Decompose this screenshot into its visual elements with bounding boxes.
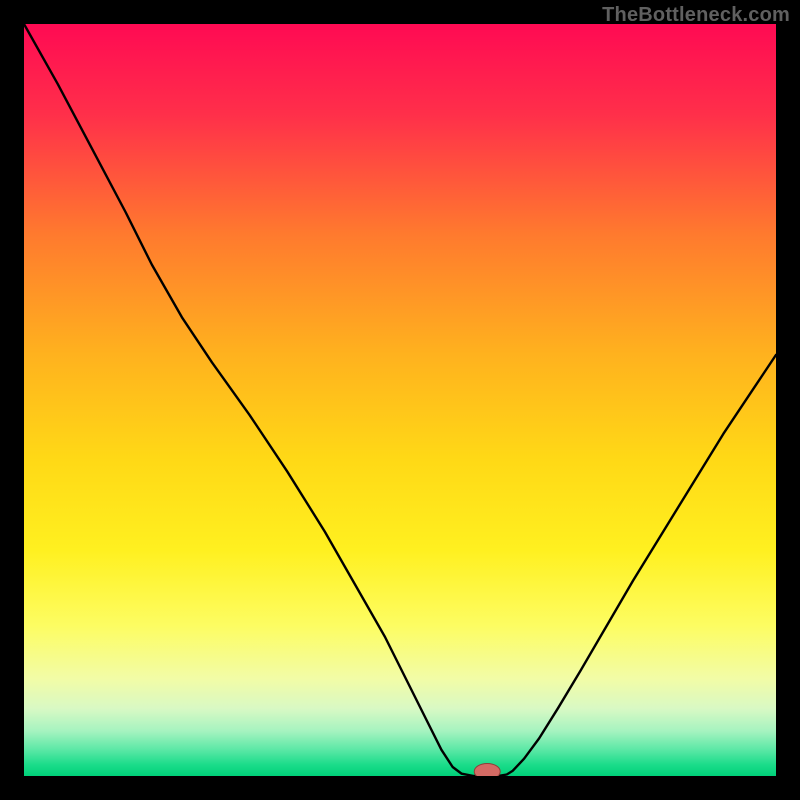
plot-area	[24, 24, 776, 779]
bottleneck-chart	[0, 0, 800, 800]
chart-wrap: TheBottleneck.com	[0, 0, 800, 800]
watermark-text: TheBottleneck.com	[602, 4, 790, 27]
plot-background	[24, 24, 776, 776]
